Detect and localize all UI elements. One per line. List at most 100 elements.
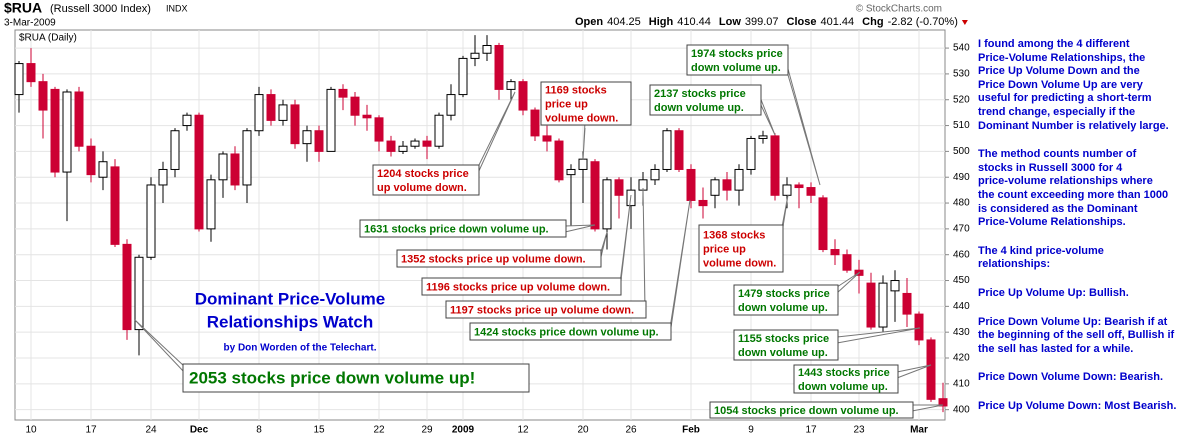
callout-line — [477, 91, 516, 174]
candle-body — [878, 282, 888, 328]
note-line: price-volume relationships where — [978, 175, 1153, 188]
annotation-text: 1974 stocks price — [691, 48, 783, 60]
annotation-text: 1204 stocks price — [377, 168, 469, 180]
candle-body — [806, 187, 816, 196]
note-paragraph: I found among the 4 different Price-Volum… — [978, 38, 1188, 133]
source: © StockCharts.com — [856, 4, 942, 15]
y-tick-label: 530 — [953, 69, 970, 80]
y-tick-label: 450 — [953, 275, 970, 286]
candle-body — [446, 94, 456, 116]
candle-body — [266, 94, 276, 121]
y-tick-label: 410 — [953, 378, 970, 389]
x-tick-label: Mar — [910, 425, 928, 436]
candle-body — [134, 256, 144, 331]
candle-body — [518, 81, 528, 111]
date: 3-Mar-2009 — [4, 18, 56, 29]
y-tick-label: 520 — [953, 94, 970, 105]
callout-line — [787, 68, 821, 186]
quote-value: 401.44 — [821, 16, 855, 28]
candle-body — [902, 292, 912, 315]
candle-body — [494, 44, 504, 90]
candle-body — [830, 249, 840, 256]
candle-body — [866, 282, 876, 328]
x-tick-label: 12 — [517, 425, 529, 436]
candle-body — [398, 145, 408, 152]
callout-line — [642, 187, 646, 313]
note-line: Price Down Volume Down: Bearish. — [978, 371, 1163, 384]
candle-body — [146, 184, 156, 258]
x-tick-label: 23 — [853, 425, 865, 436]
y-tick-label: 460 — [953, 249, 970, 260]
x-tick-label: 24 — [145, 425, 157, 436]
annotation-box — [421, 277, 622, 296]
x-tick-label: 20 — [577, 425, 589, 436]
candle-body — [710, 179, 720, 196]
y-tick-label: 430 — [953, 327, 970, 338]
quote-label: Close — [787, 16, 817, 28]
candle-body — [794, 184, 804, 189]
note-line: I found among the 4 different — [978, 38, 1130, 50]
note-line: Price-Volume Relationships. — [978, 216, 1126, 229]
note-paragraph: The method counts number of stocks in Rus… — [978, 148, 1188, 230]
candle-body — [86, 145, 96, 176]
note-line: useful for predicting a short-term — [978, 92, 1152, 105]
note-line: Price Up Volume Down and the — [978, 65, 1140, 78]
candle-body — [542, 135, 552, 142]
candle-body — [482, 44, 492, 54]
candle-body — [782, 184, 792, 196]
callout-line — [836, 271, 861, 294]
quote-value: -2.82 (-0.70%) — [888, 16, 958, 28]
y-tick-label: 420 — [953, 353, 970, 364]
note-paragraph: The 4 kind price-volume relationships: — [978, 245, 1188, 272]
annotation-box — [469, 322, 672, 341]
note-paragraph: Price Down Volume Down: Bearish. — [978, 371, 1188, 385]
candle-body — [434, 114, 444, 147]
x-tick-label: 15 — [313, 425, 325, 436]
y-tick-label: 490 — [953, 172, 970, 183]
series-name: $RUA (Daily) — [19, 33, 77, 44]
note-line: relationships: — [978, 258, 1051, 271]
candle-body — [110, 166, 120, 245]
note-paragraph: Price Up Volume Down: Most Bearish. — [978, 400, 1188, 414]
down-arrow — [961, 20, 968, 25]
annotation-text: 1352 stocks price up volume down. — [401, 253, 586, 265]
annotation-text: price up — [545, 98, 588, 110]
x-tick-label: 29 — [421, 425, 433, 436]
annotation-text: 1424 stocks price down volume up. — [474, 326, 659, 338]
candle-body — [122, 243, 132, 331]
note-line: trend change, especially if the — [978, 105, 1136, 118]
x-tick-label: Feb — [682, 425, 700, 436]
candle-body — [554, 140, 564, 181]
notes: I found among the 4 different Price-Volum… — [978, 38, 1188, 428]
annotation-text: 1054 stocks price down volume up. — [714, 405, 899, 417]
chart: $RUA (Russell 3000 Index) INDX 3-Mar-2009 © … — [4, 0, 970, 436]
annotation-text: 1197 stocks price up volume down. — [450, 304, 634, 316]
note-line: the beginning of the sell off, Bullish i… — [978, 329, 1175, 342]
callout-line — [759, 96, 776, 136]
note-line: The method counts number of — [978, 148, 1137, 161]
candle-body — [26, 63, 36, 83]
candle-body — [230, 153, 240, 186]
candle-body — [662, 130, 672, 170]
annotation-text: 1631 stocks price down volume up. — [364, 223, 549, 235]
x-tick-label: 9 — [748, 425, 754, 436]
candle-body — [842, 254, 852, 271]
x-tick-label: 26 — [625, 425, 637, 436]
callout-line — [619, 194, 632, 290]
y-tick-label: 470 — [953, 224, 970, 235]
callout-line — [836, 327, 921, 344]
candle-body — [914, 313, 924, 341]
candle-body — [566, 168, 576, 176]
candle-body — [458, 57, 468, 96]
candle-body — [206, 179, 216, 230]
x-tick-label: 2009 — [452, 425, 475, 436]
annotation-text: volume down. — [703, 257, 776, 269]
quote-label: Chg — [862, 16, 883, 28]
exchange: INDX — [166, 3, 188, 13]
candle-body — [926, 339, 936, 400]
y-tick-label: 510 — [953, 120, 970, 131]
x-tick-label: 10 — [25, 425, 37, 436]
x-tick-label: 22 — [373, 425, 385, 436]
candle-body — [302, 130, 312, 145]
note-line: Price Down Volume Up: Bearish if at — [978, 315, 1168, 328]
